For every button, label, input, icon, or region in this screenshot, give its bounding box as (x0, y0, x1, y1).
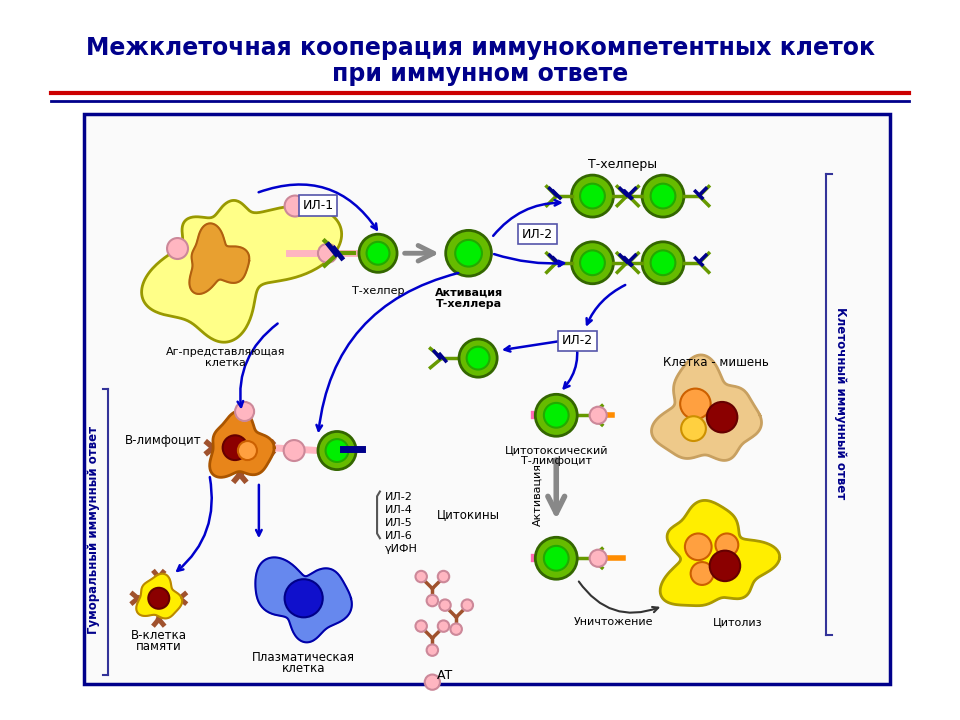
Polygon shape (255, 557, 351, 642)
Polygon shape (189, 223, 250, 294)
Circle shape (284, 579, 323, 617)
Text: В-клетка: В-клетка (131, 629, 187, 642)
Circle shape (544, 403, 568, 428)
Circle shape (642, 242, 684, 284)
Circle shape (571, 175, 613, 217)
Circle shape (684, 534, 711, 560)
Circle shape (462, 600, 473, 611)
Circle shape (325, 439, 348, 462)
Text: Активация: Активация (533, 463, 543, 526)
Circle shape (589, 407, 607, 424)
Circle shape (148, 588, 169, 609)
Text: Т-хелпер: Т-хелпер (351, 286, 404, 296)
Circle shape (580, 251, 605, 275)
Circle shape (589, 549, 607, 567)
Circle shape (680, 389, 710, 419)
Circle shape (359, 234, 397, 272)
Circle shape (284, 196, 305, 217)
Circle shape (445, 230, 492, 276)
Circle shape (707, 402, 737, 433)
Circle shape (536, 537, 577, 579)
Circle shape (238, 441, 257, 460)
Circle shape (367, 242, 390, 265)
Text: Цитолиз: Цитолиз (712, 617, 762, 627)
Text: АТ: АТ (437, 669, 453, 682)
Circle shape (544, 546, 568, 571)
Text: Активация: Активация (435, 287, 503, 297)
Text: Межклеточная кооперация иммунокомпетентных клеток: Межклеточная кооперация иммунокомпетентн… (85, 36, 875, 60)
Text: клетка: клетка (282, 662, 325, 675)
Circle shape (580, 184, 605, 209)
Circle shape (681, 416, 706, 441)
Circle shape (318, 243, 337, 263)
Circle shape (438, 621, 449, 632)
Circle shape (440, 600, 451, 611)
Circle shape (167, 238, 188, 259)
Circle shape (318, 431, 356, 469)
Text: при иммунном ответе: при иммунном ответе (332, 62, 628, 86)
Circle shape (424, 675, 440, 690)
Text: ИЛ-2: ИЛ-2 (521, 228, 553, 240)
Polygon shape (652, 355, 761, 460)
Text: Т-лимфоцит: Т-лимфоцит (520, 456, 591, 467)
Circle shape (571, 242, 613, 284)
Circle shape (536, 395, 577, 436)
Text: ИЛ-1: ИЛ-1 (302, 199, 333, 212)
Text: Уничтожение: Уничтожение (574, 617, 653, 627)
Circle shape (651, 251, 676, 275)
Text: Т-хелперы: Т-хелперы (588, 158, 658, 171)
Text: Цитотоксический: Цитотоксический (505, 446, 608, 456)
Polygon shape (142, 200, 342, 342)
Polygon shape (660, 500, 780, 606)
Text: Цитокины: Цитокины (437, 508, 500, 521)
Circle shape (450, 624, 462, 635)
Text: ИЛ-2: ИЛ-2 (562, 334, 592, 348)
Circle shape (709, 551, 740, 581)
Text: Т-хеллера: Т-хеллера (436, 299, 502, 309)
Circle shape (426, 644, 438, 656)
Circle shape (426, 595, 438, 606)
Circle shape (416, 571, 427, 582)
Text: Клетка - мишень: Клетка - мишень (663, 356, 769, 369)
Circle shape (459, 339, 497, 377)
Text: Аг-представляющая: Аг-представляющая (166, 346, 285, 356)
Text: Плазматическая: Плазматическая (252, 651, 355, 664)
Text: Гуморальный иммунный ответ: Гуморальный иммунный ответ (86, 426, 100, 634)
Circle shape (467, 346, 490, 369)
Circle shape (223, 436, 248, 460)
Polygon shape (209, 410, 275, 477)
Text: Клеточный иммунный ответ: Клеточный иммунный ответ (834, 307, 847, 499)
Text: ИЛ-2
ИЛ-4
ИЛ-5
ИЛ-6
γИФН: ИЛ-2 ИЛ-4 ИЛ-5 ИЛ-6 γИФН (385, 492, 418, 554)
Circle shape (438, 571, 449, 582)
Circle shape (642, 175, 684, 217)
Circle shape (715, 534, 738, 557)
Circle shape (651, 184, 676, 209)
Circle shape (455, 240, 482, 266)
Text: памяти: памяти (136, 640, 181, 653)
Text: В-лимфоцит: В-лимфоцит (125, 433, 202, 446)
Circle shape (283, 440, 304, 461)
FancyBboxPatch shape (84, 114, 890, 684)
Polygon shape (136, 574, 182, 618)
Circle shape (235, 402, 254, 421)
Circle shape (690, 562, 713, 585)
Circle shape (416, 621, 427, 632)
Text: клетка: клетка (205, 358, 246, 368)
